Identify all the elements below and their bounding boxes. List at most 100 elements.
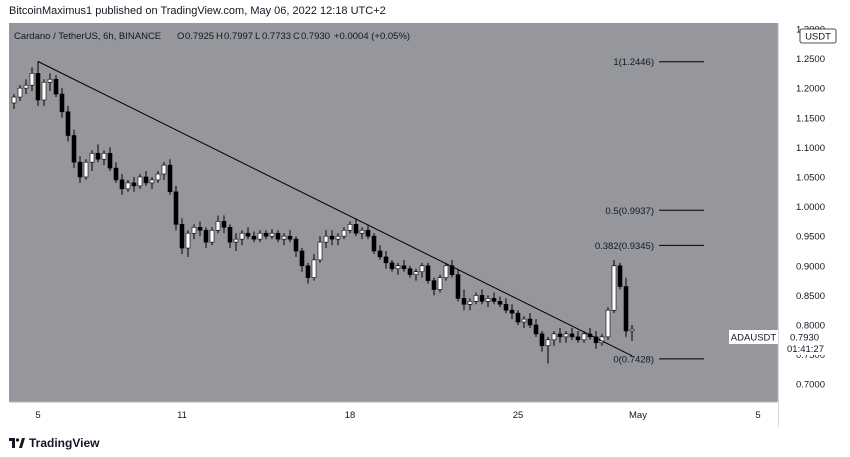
plot-area[interactable] [9, 23, 778, 402]
legend-close: 0.7930 [301, 31, 330, 42]
candle [515, 310, 521, 326]
candle [227, 224, 233, 249]
price-chart[interactable]: 1(1.2446) 0.5(0.9937) 0.382(0.9345) 0(0.742… [9, 23, 842, 427]
candle-body [179, 224, 185, 249]
candle [131, 176, 137, 192]
candle [461, 289, 467, 311]
candle [101, 150, 107, 166]
candle [581, 330, 587, 343]
candle [359, 227, 365, 240]
symbol-title: Cardano / TetherUS, 6h, BINANCE [14, 31, 161, 42]
candle [467, 298, 473, 311]
x-tick-label: 5 [755, 410, 760, 421]
candle-body [329, 235, 335, 240]
candle [425, 262, 431, 284]
candle [293, 236, 299, 257]
legend-open-label: O [177, 31, 184, 42]
candle-body [317, 241, 323, 261]
candle-body [71, 135, 77, 163]
candle [77, 156, 83, 183]
candle-body [35, 73, 41, 101]
candle [59, 88, 65, 118]
candle-body [389, 262, 395, 270]
candle-body [23, 84, 29, 89]
candle-body [383, 256, 389, 264]
fib-level-label: 0(0.7428) [613, 354, 654, 365]
candle-body [77, 161, 83, 178]
candle-body [101, 152, 107, 160]
candle-body [581, 333, 587, 341]
currency-badge[interactable]: USDT [799, 28, 837, 44]
candle-body [449, 265, 455, 275]
candle-body [539, 333, 545, 347]
candle-body [521, 318, 527, 323]
candle [257, 230, 263, 243]
candle-body [395, 265, 401, 270]
candle [353, 218, 359, 237]
candle [491, 292, 497, 305]
candle-body [467, 301, 473, 305]
y-tick-label: 0.7000 [796, 380, 825, 391]
candle [617, 262, 623, 290]
candle [629, 325, 635, 342]
candle [83, 159, 89, 180]
price-scale[interactable] [778, 23, 842, 427]
candle-body [371, 235, 377, 252]
candle-body [143, 176, 149, 184]
candle [191, 224, 197, 240]
candle [95, 144, 101, 163]
symbol-legend[interactable]: Cardano / TetherUS, 6h, BINANCE O 0.7925… [14, 31, 410, 42]
candle-body [137, 176, 143, 187]
candle [431, 277, 437, 296]
tradingview-footer[interactable]: TradingView [9, 436, 99, 450]
candle [485, 295, 491, 308]
candle-body [191, 227, 197, 234]
candle [233, 233, 239, 251]
y-tick-label: 0.8500 [796, 291, 825, 302]
candle-body [359, 229, 365, 234]
y-tick-label: 1.2000 [796, 84, 825, 95]
candle-body [83, 161, 89, 178]
candle-body [299, 250, 305, 267]
candle [503, 298, 509, 314]
candle [569, 327, 575, 340]
ticker-label: ADAUSDT [731, 333, 777, 344]
legend-open: 0.7925 [185, 31, 214, 42]
candle-body [569, 333, 575, 338]
candle-body [11, 96, 17, 104]
candle-body [563, 333, 569, 338]
candle [185, 230, 191, 257]
bar-countdown: 01:41:27 [787, 344, 824, 355]
legend-low: 0.7733 [262, 31, 291, 42]
candle-body [401, 265, 407, 270]
time-scale[interactable] [9, 402, 778, 427]
candle [155, 171, 161, 183]
candle [239, 230, 245, 246]
descending-trendline[interactable] [37, 61, 633, 357]
candle-body [629, 328, 635, 332]
candle-body [149, 179, 155, 184]
candle [287, 230, 293, 243]
candle-body [575, 336, 581, 341]
y-tick-label: 1.2500 [796, 54, 825, 65]
candle [221, 215, 227, 234]
candle-body [551, 333, 557, 341]
chart-panel[interactable]: 1(1.2446) 0.5(0.9937) 0.382(0.9345) 0(0.742… [9, 23, 842, 427]
candle [53, 75, 59, 98]
candle [317, 236, 323, 263]
candle [323, 230, 329, 249]
candle-body [161, 164, 167, 175]
candle [35, 61, 41, 106]
candle-body [479, 295, 485, 302]
candle-body [269, 232, 275, 237]
candle-body [263, 232, 269, 237]
y-tick-label: 0.8000 [796, 321, 825, 332]
candle-body [461, 298, 467, 305]
candle-body [155, 173, 161, 181]
candle [179, 218, 185, 254]
candle [251, 231, 257, 243]
candle-body [335, 235, 341, 240]
candle-body [533, 324, 539, 335]
candle-body [347, 224, 353, 231]
candle [437, 274, 443, 293]
